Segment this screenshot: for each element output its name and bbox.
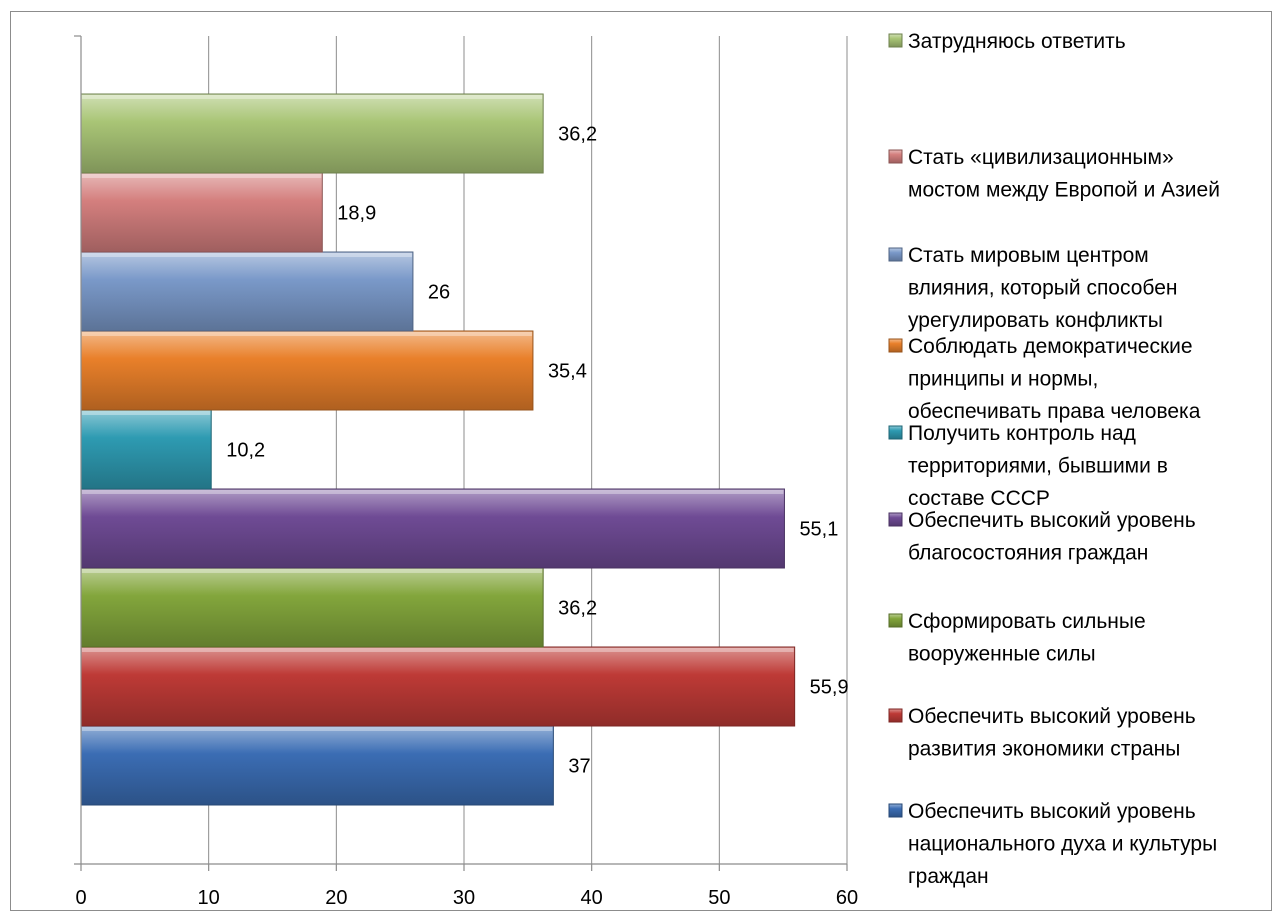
legend-label: влияния, который способен	[908, 277, 1177, 300]
bar-highlight	[82, 332, 532, 336]
data-label: 18,9	[337, 203, 376, 225]
legend-label: Обеспечить высокий уровень	[908, 800, 1196, 823]
bar	[80, 488, 785, 569]
bar	[80, 409, 212, 490]
legend-label: Обеспечить высокий уровень	[908, 705, 1196, 728]
legend-label: обеспечивать права человека	[908, 400, 1201, 423]
bar-highlight	[82, 727, 553, 731]
x-tick-label: 40	[581, 887, 603, 909]
bar	[80, 172, 323, 253]
data-label: 26	[428, 282, 450, 304]
legend-swatch	[888, 33, 903, 48]
legend-swatch	[888, 512, 903, 527]
legend-label: Сформировать сильные	[908, 610, 1146, 633]
legend-label: Соблюдать демократические	[908, 335, 1193, 358]
x-tick-label: 20	[325, 887, 347, 909]
legend-label: Стать «цивилизационным»	[908, 146, 1174, 169]
bar-highlight	[82, 490, 784, 494]
bar-highlight	[82, 648, 794, 652]
x-tick-label: 10	[198, 887, 220, 909]
x-tick-label: 60	[836, 887, 858, 909]
legend-label: принципы и нормы,	[908, 368, 1098, 391]
bar	[80, 251, 414, 332]
legend-label: благосостояния граждан	[908, 542, 1148, 565]
bars	[80, 93, 796, 806]
legend-swatch	[888, 708, 903, 723]
bar	[80, 725, 554, 806]
legend-label: национального духа и культуры	[908, 833, 1217, 856]
bar-highlight	[82, 411, 211, 415]
legend-swatch	[888, 247, 903, 262]
legend-swatch	[888, 338, 903, 353]
legend-swatch	[888, 149, 903, 164]
legend-label: мостом между Европой и Азией	[908, 179, 1220, 202]
legend-label: вооруженные силы	[908, 643, 1096, 666]
legend-swatch	[888, 425, 903, 440]
data-label: 36,2	[558, 124, 597, 146]
bar	[80, 93, 544, 174]
data-label: 35,4	[548, 361, 587, 383]
legend-label: Стать мировым центром	[908, 244, 1149, 267]
bar	[80, 567, 544, 648]
bar-highlight	[82, 253, 412, 257]
data-label: 55,1	[799, 519, 838, 541]
bar	[80, 646, 796, 727]
legend-label: территориями, бывшими в	[908, 455, 1168, 478]
legend: Затрудняюсь ответить Стать «цивилизационн…	[888, 30, 1220, 888]
data-label: 37	[568, 756, 590, 778]
legend-label: развития экономики страны	[908, 738, 1180, 761]
legend-label: урегулировать конфликты	[908, 309, 1163, 332]
axes: 0 10 20 30 40 50 60	[74, 35, 858, 909]
legend-swatch	[888, 613, 903, 628]
legend-label: составе СССР	[908, 487, 1050, 510]
bar	[80, 330, 534, 411]
x-tick-label: 0	[75, 887, 86, 909]
legend-label: граждан	[908, 865, 989, 888]
x-tick-label: 50	[708, 887, 730, 909]
legend-label: Обеспечить высокий уровень	[908, 509, 1196, 532]
legend-swatch	[888, 803, 903, 818]
data-label: 10,2	[226, 440, 265, 462]
x-tick-label: 30	[453, 887, 475, 909]
bar-highlight	[82, 174, 322, 178]
data-label: 36,2	[558, 598, 597, 620]
bar-highlight	[82, 569, 543, 573]
data-labels: 37 55,9 36,2 55,1 10,2 35,4 26 18,9 36,2	[226, 124, 848, 778]
bar-highlight	[82, 95, 543, 99]
data-label: 55,9	[810, 677, 849, 699]
legend-label: Затрудняюсь ответить	[908, 30, 1126, 53]
legend-label: Получить контроль над	[908, 422, 1136, 445]
